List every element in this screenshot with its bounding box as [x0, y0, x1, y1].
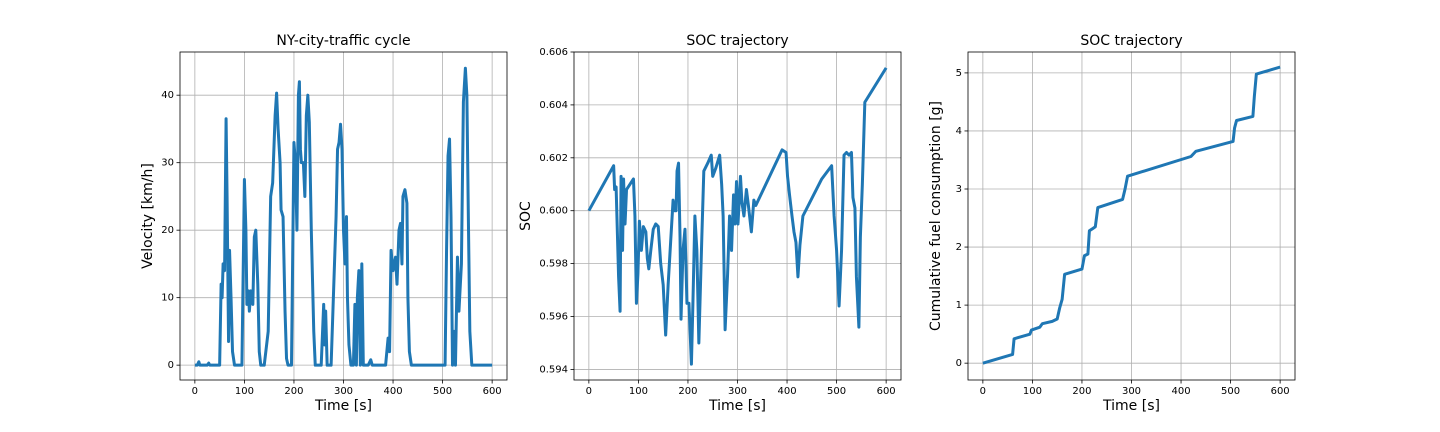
x-axis-label: Time [s] [708, 398, 766, 414]
x-tick-label: 600 [483, 386, 502, 397]
y-tick-label: 0.596 [539, 312, 568, 323]
x-tick-label: 600 [877, 386, 896, 397]
y-tick-label: 0.598 [539, 259, 568, 270]
y-tick-label: 0.604 [539, 100, 568, 111]
data-line [587, 67, 888, 366]
y-axis-label: Cumulative fuel consumption [g] [928, 101, 944, 331]
x-axis-label: Time [s] [1102, 398, 1160, 414]
y-tick-label: 0.606 [539, 47, 568, 58]
chart-title: NY-city-traffic cycle [276, 33, 410, 49]
x-tick-label: 500 [827, 386, 846, 397]
x-tick-label: 300 [334, 386, 353, 397]
x-tick-label: 100 [235, 386, 254, 397]
y-tick-label: 0 [956, 358, 962, 369]
y-tick-label: 30 [161, 158, 174, 169]
x-tick-label: 200 [284, 386, 303, 397]
x-tick-label: 400 [777, 386, 796, 397]
y-tick-label: 0.602 [539, 153, 568, 164]
y-axis-label: SOC [518, 201, 534, 231]
x-tick-label: 200 [678, 386, 697, 397]
plot-frame [967, 51, 1296, 381]
x-tick-label: 500 [433, 386, 452, 397]
y-tick-label: 5 [956, 68, 962, 79]
y-tick-label: 0.600 [539, 206, 568, 217]
chart-title: SOC trajectory [686, 33, 788, 49]
x-tick-label: 0 [192, 386, 198, 397]
y-tick-label: 10 [161, 293, 174, 304]
y-tick-label: 2 [956, 242, 962, 253]
x-tick-label: 500 [1221, 386, 1240, 397]
y-tick-label: 1 [956, 300, 962, 311]
y-tick-label: 40 [161, 90, 174, 101]
data-line [194, 66, 493, 367]
y-tick-label: 4 [956, 126, 962, 137]
y-tick-label: 3 [956, 184, 962, 195]
x-tick-label: 600 [1271, 386, 1290, 397]
data-line [982, 65, 1281, 365]
x-tick-label: 0 [586, 386, 592, 397]
y-tick-label: 0 [168, 360, 174, 371]
x-axis-label: Time [s] [314, 398, 372, 414]
x-tick-label: 100 [629, 386, 648, 397]
x-tick-label: 400 [383, 386, 402, 397]
chart-title: SOC trajectory [1080, 33, 1182, 49]
x-tick-label: 300 [728, 386, 747, 397]
plot-frame [573, 51, 902, 381]
y-tick-label: 0.594 [539, 364, 568, 375]
x-tick-label: 0 [980, 386, 986, 397]
x-tick-label: 100 [1023, 386, 1042, 397]
x-tick-label: 400 [1171, 386, 1190, 397]
plot-frame [179, 51, 508, 381]
y-axis-label: Velocity [km/h] [140, 163, 156, 269]
x-tick-label: 200 [1072, 386, 1091, 397]
x-tick-label: 300 [1122, 386, 1141, 397]
y-tick-label: 20 [161, 225, 174, 236]
